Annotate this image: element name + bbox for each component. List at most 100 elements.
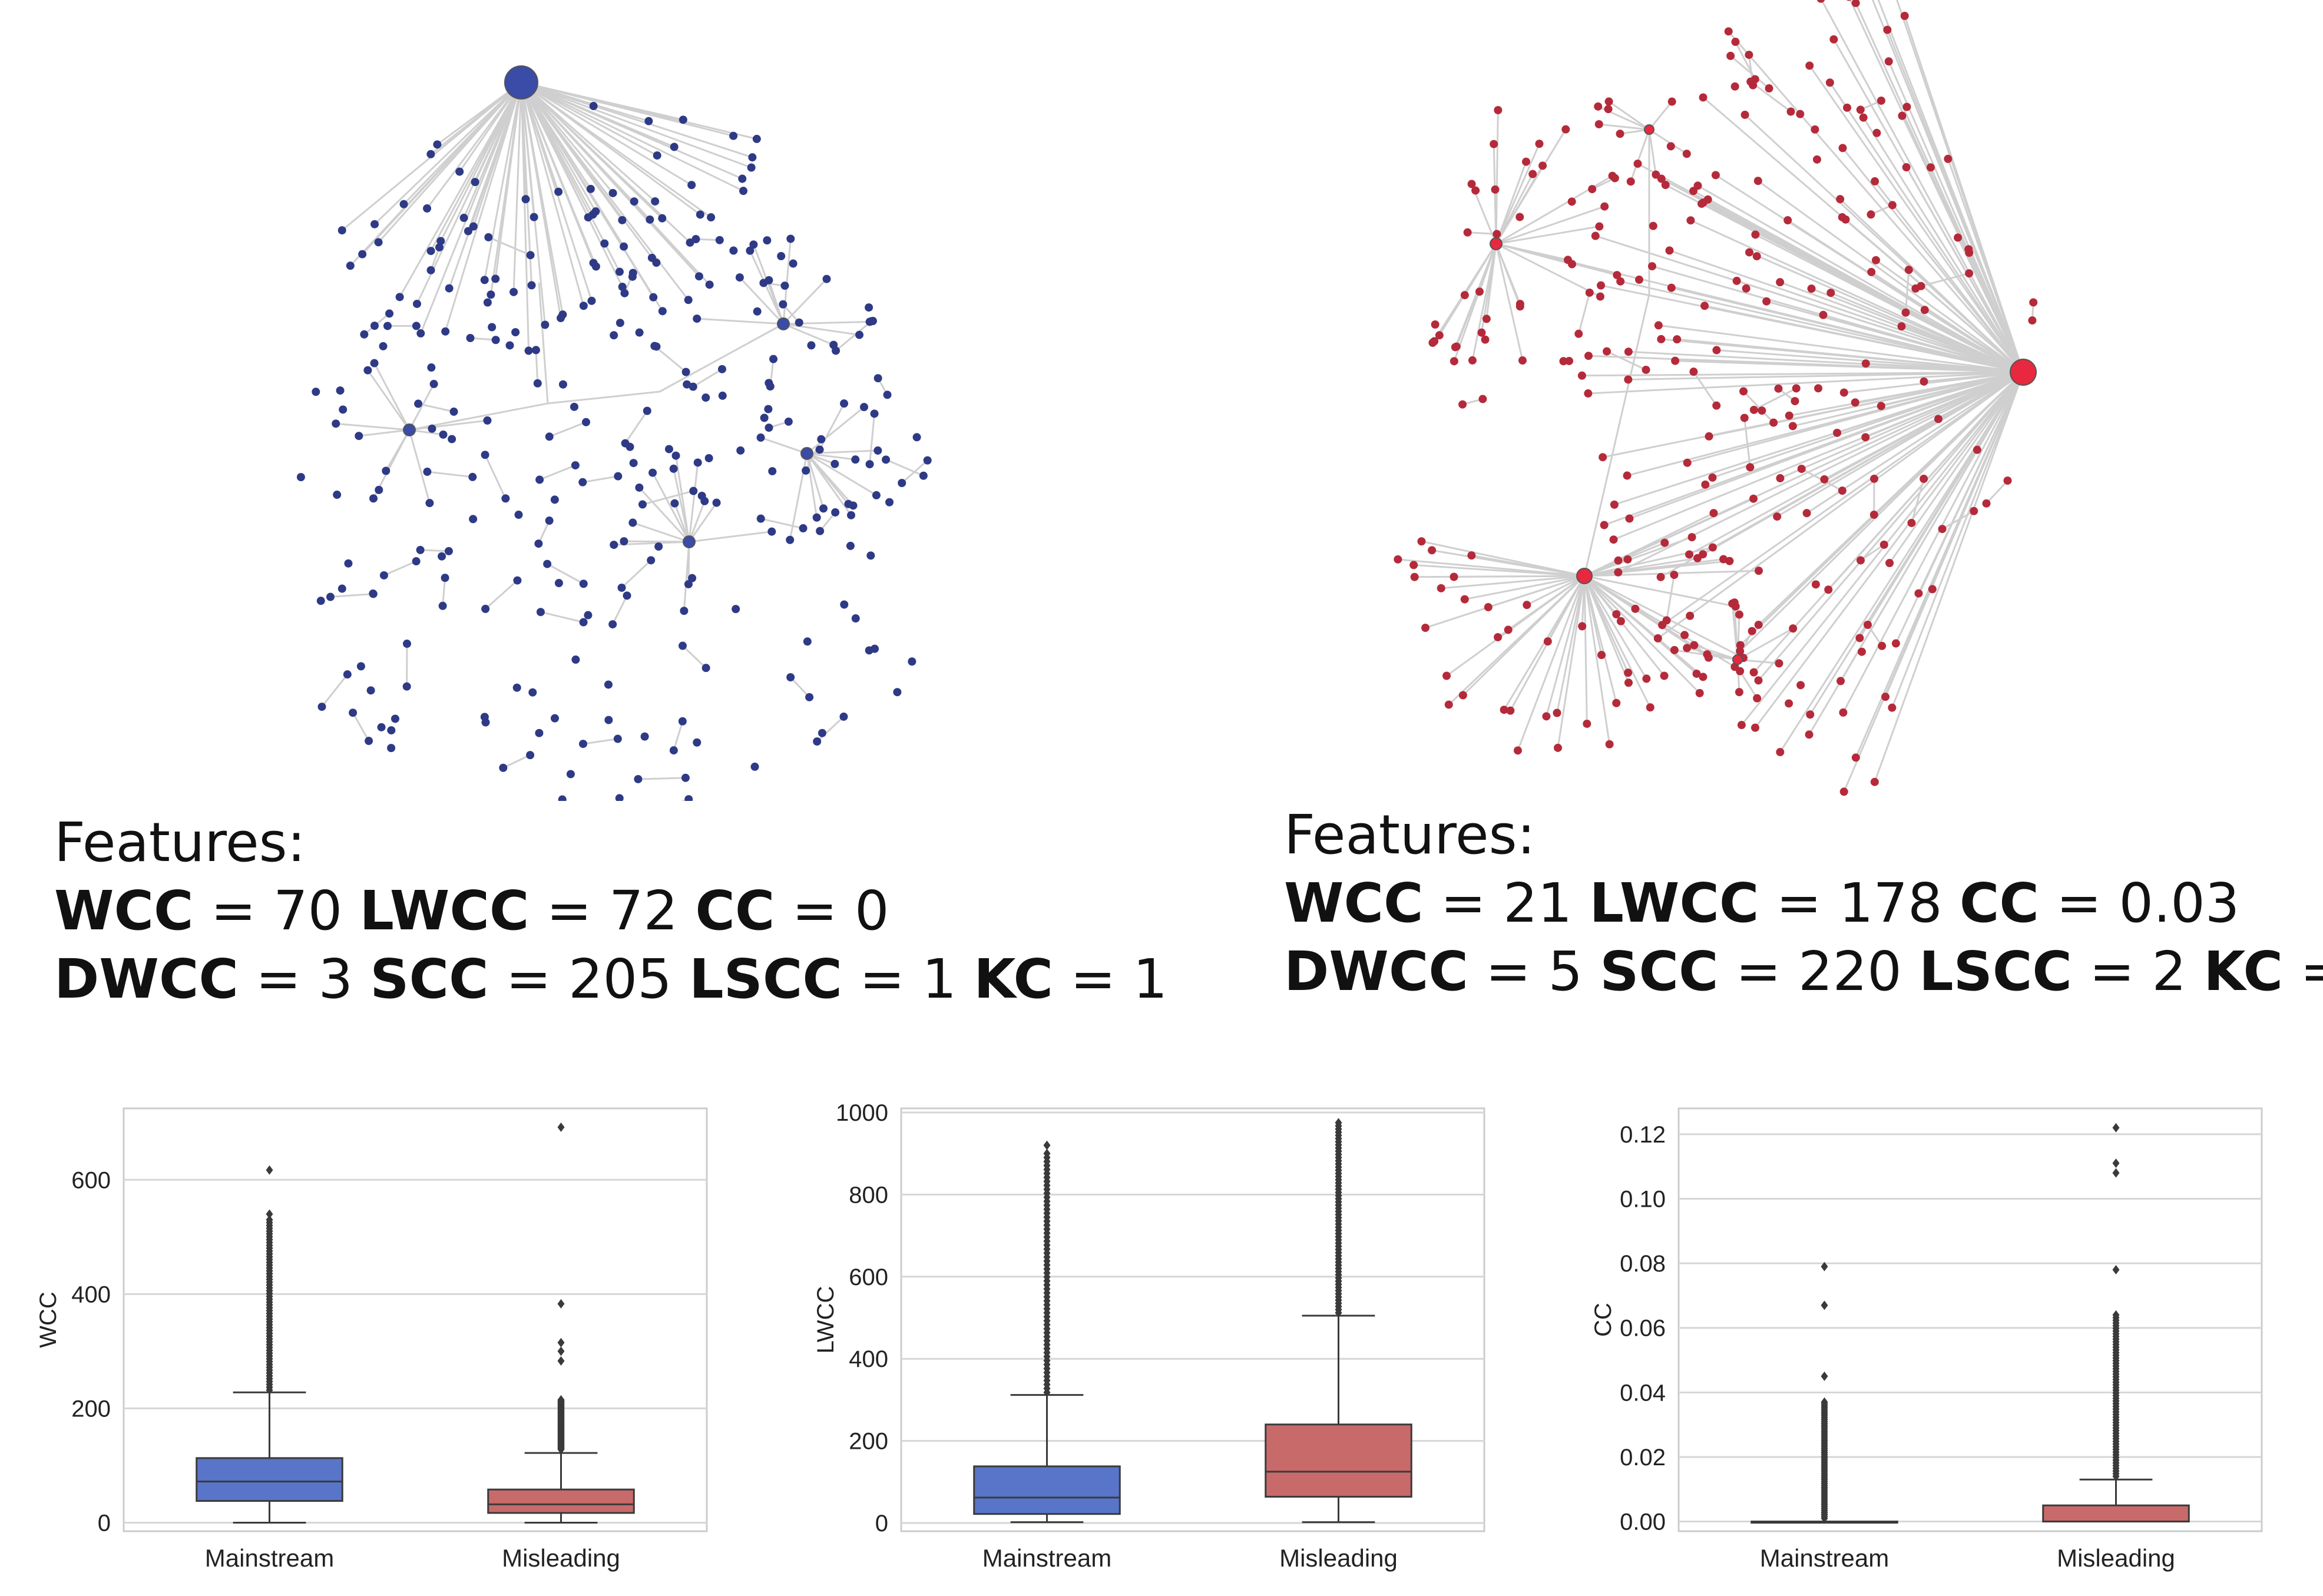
- graph-edge: [359, 429, 410, 437]
- graph-hub-node: [1732, 654, 1743, 665]
- graph-edge: [1471, 554, 1585, 577]
- graph-node: [332, 419, 340, 428]
- graph-node: [1614, 556, 1623, 565]
- graph-node: [1700, 302, 1709, 310]
- graph-edge: [885, 459, 924, 477]
- graph-node: [1709, 509, 1718, 518]
- graph-node: [591, 207, 600, 216]
- graph-node: [1649, 221, 1657, 230]
- graph-edge: [1689, 371, 2024, 555]
- graph-node: [1885, 558, 1894, 567]
- graph-node: [766, 382, 775, 391]
- graph-node: [1478, 395, 1487, 403]
- graph-edge: [1584, 575, 1744, 659]
- graph-edge: [1495, 128, 1567, 244]
- features-title: Features:: [54, 811, 306, 874]
- graph-node: [505, 341, 514, 350]
- outlier-point: [557, 1337, 565, 1347]
- graph-node: [1730, 82, 1739, 91]
- graph-edge: [520, 81, 663, 219]
- graph-edge: [1918, 372, 2024, 594]
- graph-edge: [408, 429, 431, 504]
- graph-node: [1597, 651, 1606, 660]
- y-axis-label: LWCC: [813, 1286, 839, 1354]
- graph-edge: [349, 81, 522, 267]
- graph-node: [651, 197, 660, 206]
- graph-node: [1431, 320, 1440, 329]
- graph-hub-node: [683, 535, 696, 548]
- box-mainstream: [1750, 1261, 1898, 1524]
- graph-edge: [760, 518, 803, 529]
- graph-node: [1914, 589, 1923, 598]
- graph-node: [870, 409, 879, 418]
- graph-edge: [484, 82, 522, 280]
- graph-node: [1881, 693, 1890, 701]
- dwcc-value: = 3: [256, 948, 353, 1011]
- graph-node: [1748, 627, 1756, 635]
- graph-node: [337, 226, 346, 235]
- graph-edge: [1779, 371, 2024, 479]
- graph-hub-node: [1644, 124, 1654, 135]
- y-tick-label: 400: [849, 1346, 888, 1372]
- graph-edge: [1728, 31, 2024, 373]
- outlier-point: [266, 1165, 273, 1175]
- graph-node: [807, 341, 816, 350]
- outlier-point: [1043, 1140, 1051, 1150]
- graph-edge: [681, 645, 707, 669]
- graph-node: [1982, 499, 1991, 508]
- graph-node: [336, 386, 345, 395]
- graph-edge: [367, 369, 411, 431]
- graph-edge: [1584, 575, 1708, 655]
- graph-node: [488, 323, 497, 332]
- graph-node: [526, 751, 535, 760]
- y-tick-label: 600: [849, 1264, 888, 1290]
- graph-node: [630, 197, 638, 206]
- graph-node: [816, 527, 825, 535]
- graph-edge: [1743, 418, 1751, 468]
- graph-node: [830, 459, 839, 468]
- graph-node: [1965, 249, 1974, 257]
- graph-node: [689, 486, 698, 495]
- graph-edge: [502, 754, 531, 769]
- graph-node: [512, 683, 521, 692]
- graph-edge: [1648, 101, 1673, 130]
- graph-edge: [1839, 198, 2024, 373]
- graph-node: [760, 413, 769, 422]
- graph-node: [1631, 604, 1640, 613]
- graph-edge: [697, 317, 784, 325]
- graph-edge: [1660, 371, 2024, 578]
- graph-node: [1574, 329, 1583, 338]
- graph-node: [689, 382, 697, 391]
- graph-node: [671, 451, 680, 460]
- graph-node: [1585, 288, 1594, 297]
- graph-node: [578, 478, 587, 486]
- iqr-box: [2042, 1504, 2190, 1523]
- graph-node: [1683, 458, 1692, 467]
- graph-edge: [692, 368, 723, 388]
- graph-edge: [1657, 371, 2024, 640]
- graph-node: [1856, 105, 1865, 114]
- graph-edge: [760, 436, 808, 455]
- cc-value: = 0.03: [2056, 872, 2240, 935]
- graph-node: [678, 641, 687, 650]
- graph-hub-node: [1576, 568, 1593, 584]
- graph-node: [729, 246, 738, 255]
- graph-edge: [1599, 123, 1650, 131]
- graph-node: [664, 445, 673, 453]
- graph-node: [1666, 142, 1675, 151]
- graph-node: [846, 541, 855, 550]
- graph-node: [623, 591, 631, 600]
- graph-node: [1843, 103, 1852, 112]
- graph-edge: [547, 563, 584, 585]
- graph-node: [1749, 494, 1758, 503]
- graph-node: [326, 592, 335, 601]
- graph-node: [1750, 723, 1759, 732]
- graph-edge: [1584, 536, 1693, 577]
- graph-node: [779, 300, 787, 309]
- graph-node: [786, 234, 795, 243]
- graph-node: [1624, 668, 1633, 677]
- graph-node: [1965, 269, 1974, 278]
- graph-node: [317, 703, 326, 711]
- graph-node: [1776, 474, 1785, 483]
- graph-edge: [1675, 360, 2024, 373]
